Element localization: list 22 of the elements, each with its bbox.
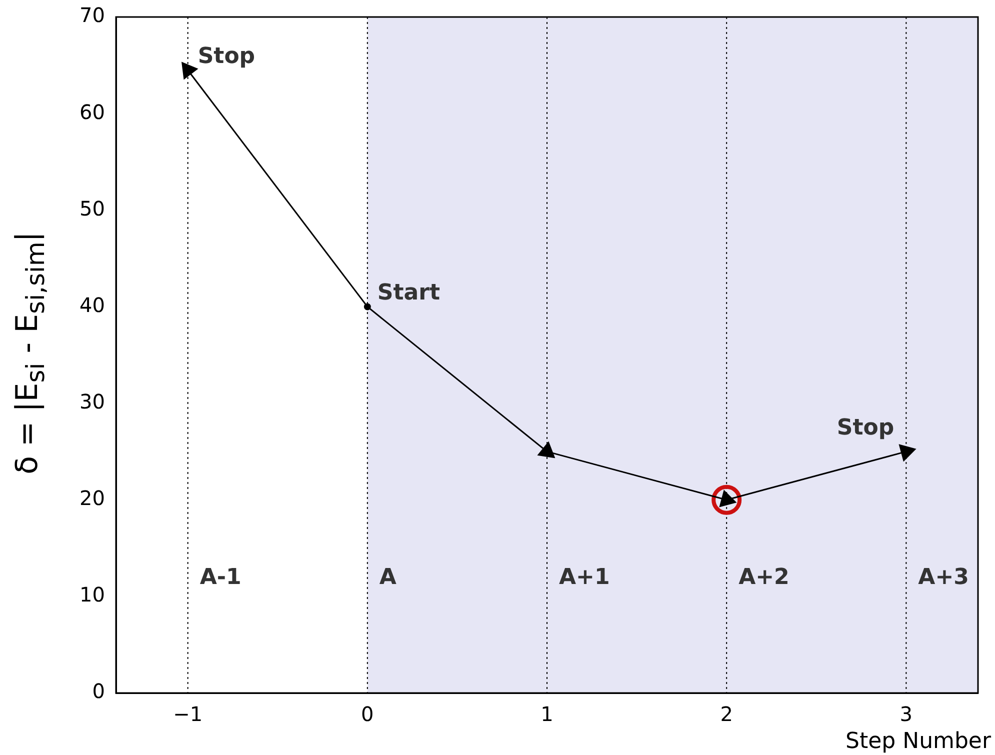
x-tick-label: 0 xyxy=(361,702,374,726)
annotation: Stop xyxy=(198,44,256,69)
x-tick-label: 2 xyxy=(720,702,733,726)
y-tick-label: 40 xyxy=(80,292,105,317)
x-axis-title: Step Number xyxy=(846,729,991,754)
ref-line-label: A+2 xyxy=(738,564,790,590)
y-tick-label: 0 xyxy=(92,679,105,704)
y-tick-label: 50 xyxy=(80,196,105,220)
y-tick-label: 20 xyxy=(80,486,105,510)
x-tick-label: 1 xyxy=(540,702,554,726)
ref-line-label: A+1 xyxy=(559,564,610,590)
y-tick-label: 30 xyxy=(80,389,105,414)
y-tick-label: 70 xyxy=(80,3,105,28)
y-tick-label: 60 xyxy=(80,100,105,124)
x-tick-label: −1 xyxy=(173,702,203,726)
annotation: Stop xyxy=(836,415,894,440)
ref-line-label: A-1 xyxy=(200,564,242,590)
y-tick-label: 10 xyxy=(80,582,105,607)
x-tick-label: 3 xyxy=(900,702,913,726)
annotation: Start xyxy=(377,280,440,306)
ref-line-label: A xyxy=(379,564,396,590)
ref-line-label: A+3 xyxy=(918,564,969,590)
